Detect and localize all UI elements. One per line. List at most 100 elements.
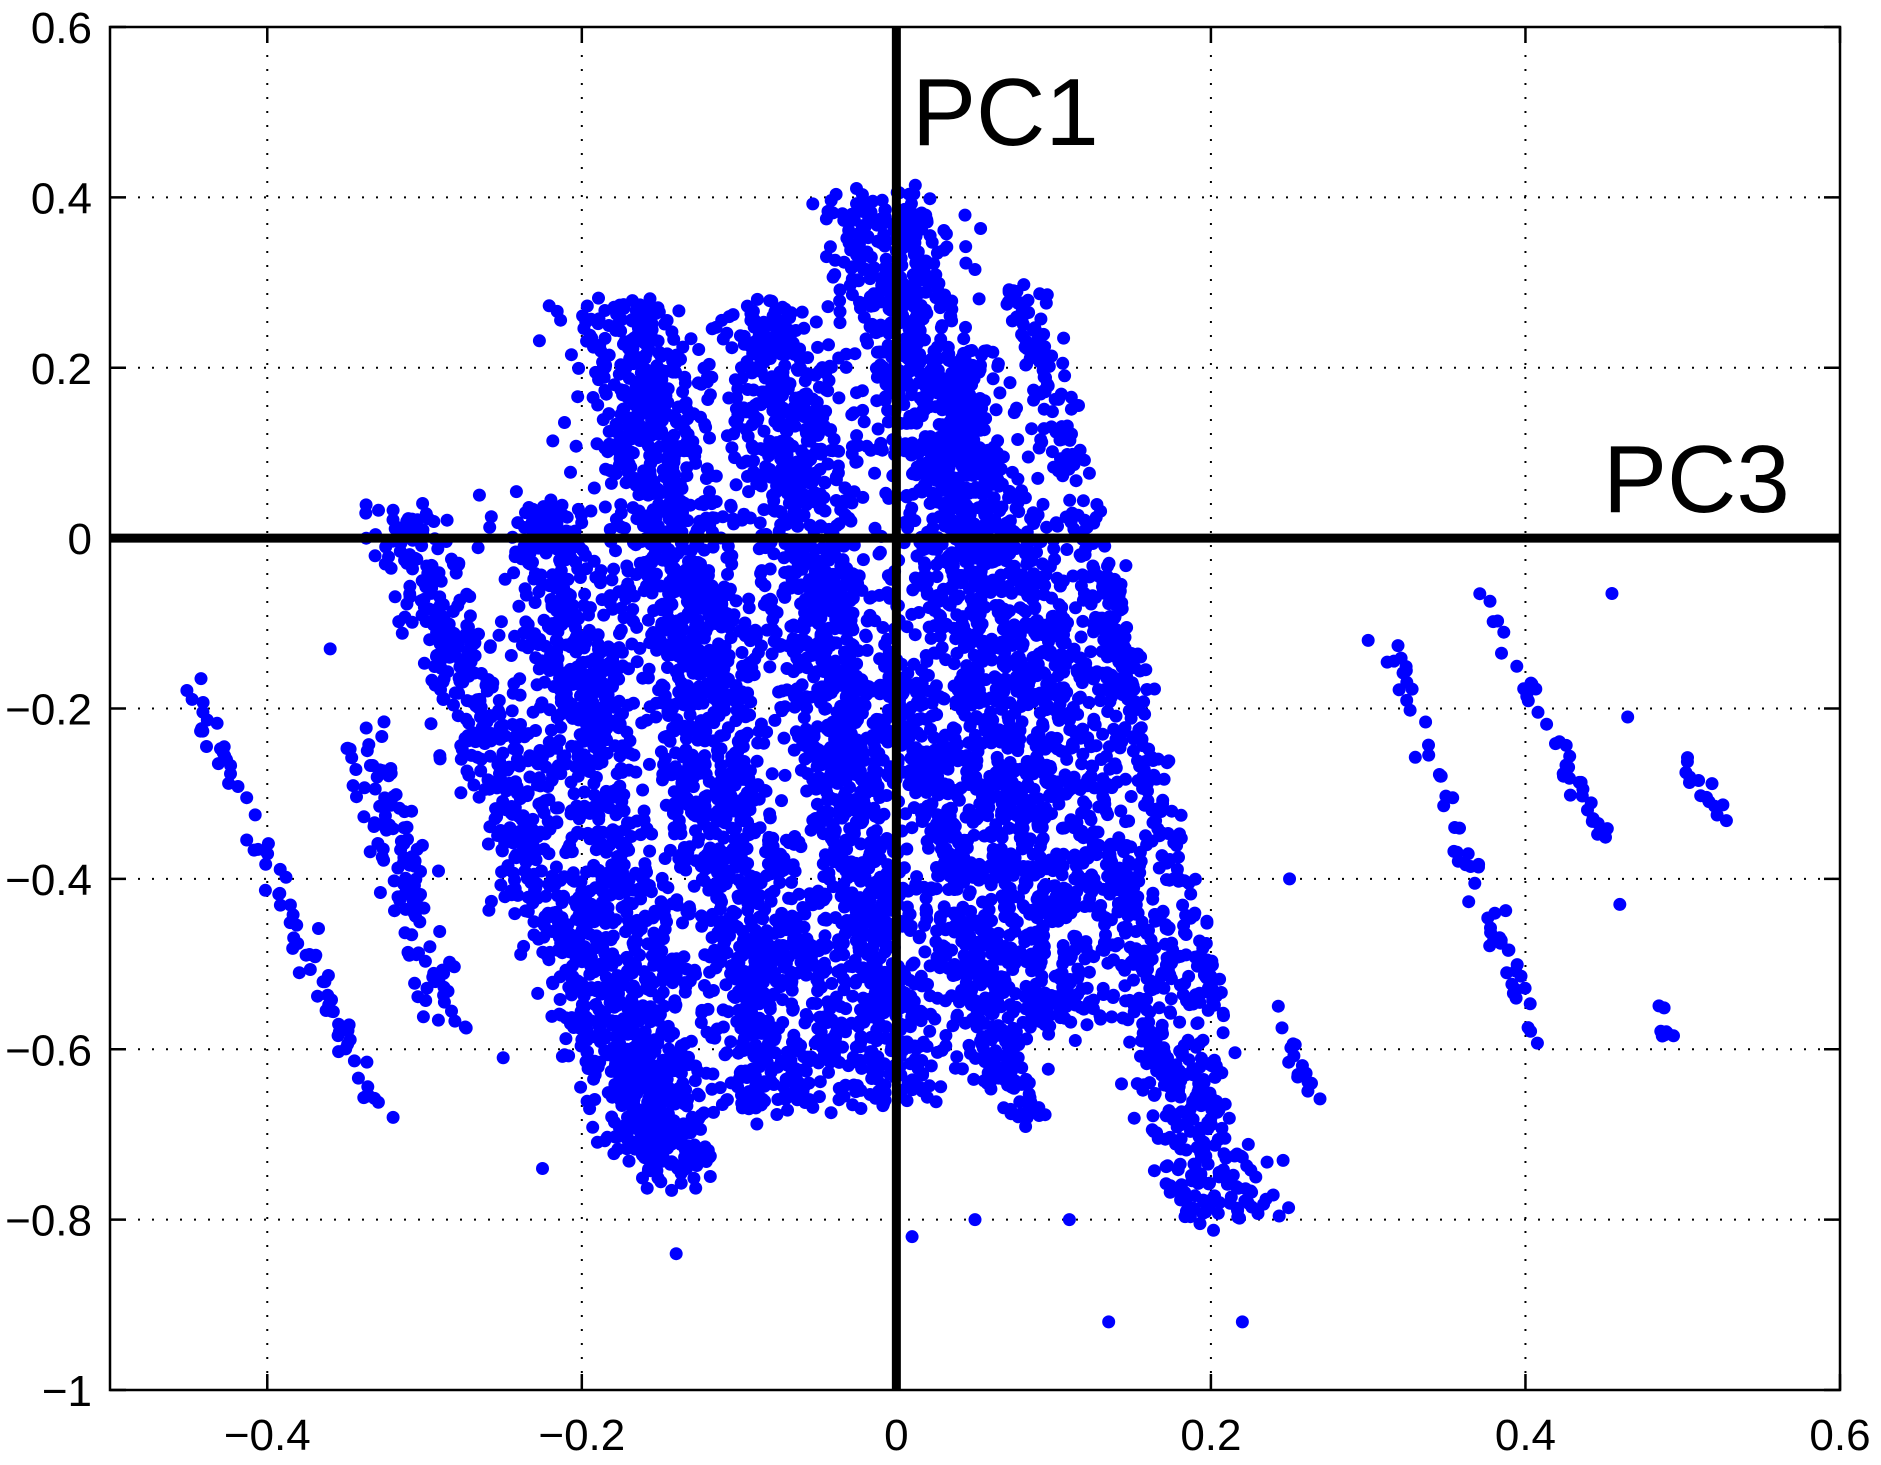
data-point — [791, 520, 804, 533]
data-point — [705, 1031, 718, 1044]
data-point — [822, 300, 835, 313]
data-point — [723, 849, 736, 862]
data-point — [880, 832, 893, 845]
data-point — [870, 1072, 883, 1085]
data-point — [697, 861, 710, 874]
data-point — [581, 897, 594, 910]
data-point — [456, 743, 469, 756]
data-point — [635, 400, 648, 413]
data-point — [744, 512, 757, 525]
data-point — [507, 836, 520, 849]
data-point — [529, 651, 542, 664]
data-point — [572, 362, 585, 375]
data-point — [602, 909, 615, 922]
data-point — [819, 476, 832, 489]
data-point — [788, 838, 801, 851]
data-point — [605, 829, 618, 842]
data-point — [604, 996, 617, 1009]
data-point — [591, 437, 604, 450]
data-point — [816, 411, 829, 424]
data-point — [614, 358, 627, 371]
data-point — [822, 338, 835, 351]
data-point — [789, 865, 802, 878]
data-point — [728, 608, 741, 621]
data-point — [839, 836, 852, 849]
data-point — [678, 424, 691, 437]
data-point — [727, 308, 740, 321]
data-point — [840, 633, 853, 646]
data-point — [622, 564, 635, 577]
data-point — [679, 685, 692, 698]
data-point — [666, 897, 679, 910]
data-point — [651, 305, 664, 318]
data-point — [582, 1058, 595, 1071]
data-point — [596, 356, 609, 369]
data-point — [670, 697, 683, 710]
data-point — [741, 904, 754, 917]
data-point — [516, 639, 529, 652]
data-point — [794, 362, 807, 375]
data-point — [901, 1035, 914, 1048]
data-point — [731, 833, 744, 846]
data-point — [683, 908, 696, 921]
data-point — [669, 760, 682, 773]
data-point — [605, 477, 618, 490]
data-point — [707, 984, 720, 997]
data-point — [795, 454, 808, 467]
data-point — [577, 633, 590, 646]
data-point — [704, 604, 717, 617]
data-point — [753, 997, 766, 1010]
data-point — [649, 369, 662, 382]
data-point — [856, 815, 869, 828]
data-point — [676, 511, 689, 524]
data-point — [612, 1130, 625, 1143]
data-point — [654, 580, 667, 593]
data-point — [426, 559, 439, 572]
data-point — [784, 416, 797, 429]
data-point — [508, 907, 521, 920]
data-point — [725, 750, 738, 763]
data-point — [916, 1067, 929, 1080]
data-point — [637, 874, 650, 887]
data-point — [839, 976, 852, 989]
data-point — [663, 477, 676, 490]
data-point — [790, 682, 803, 695]
data-point — [525, 522, 538, 535]
data-point — [915, 1054, 928, 1067]
data-point — [801, 1054, 814, 1067]
data-point — [619, 592, 632, 605]
data-point — [483, 783, 496, 796]
data-point — [360, 498, 373, 511]
data-point — [607, 1087, 620, 1100]
data-point — [823, 680, 836, 693]
data-point — [559, 939, 572, 952]
data-point — [578, 1000, 591, 1013]
data-point — [593, 1004, 606, 1017]
data-point — [638, 814, 651, 827]
data-point — [695, 654, 708, 667]
data-point — [791, 493, 804, 506]
data-point — [539, 827, 552, 840]
data-point — [629, 766, 642, 779]
data-point — [511, 753, 524, 766]
data-point — [659, 389, 672, 402]
data-point — [852, 696, 865, 709]
data-point — [930, 1095, 943, 1108]
data-point — [675, 1040, 688, 1053]
data-point — [834, 316, 847, 329]
data-point — [473, 693, 486, 706]
data-point — [663, 496, 676, 509]
data-point — [853, 941, 866, 954]
data-point — [520, 589, 533, 602]
data-point — [736, 646, 749, 659]
data-point — [429, 679, 442, 692]
data-point — [766, 489, 779, 502]
data-point — [570, 952, 583, 965]
data-point — [831, 761, 844, 774]
data-point — [815, 443, 828, 456]
data-point — [688, 450, 701, 463]
data-point — [657, 1134, 670, 1147]
data-point — [742, 430, 755, 443]
data-point — [553, 734, 566, 747]
data-point — [672, 304, 685, 317]
